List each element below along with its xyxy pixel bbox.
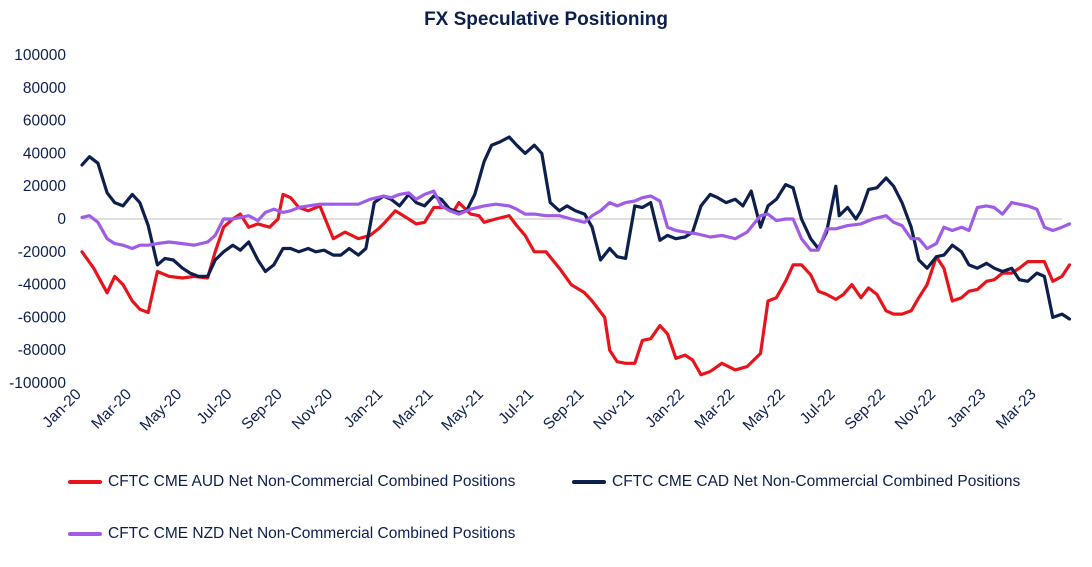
chart-title: FX Speculative Positioning	[424, 9, 668, 30]
legend-swatch	[68, 480, 102, 484]
x-tick-label: May-20	[137, 386, 186, 435]
x-tick-label: Jul-22	[797, 386, 839, 428]
x-tick-label: Nov-22	[892, 386, 939, 433]
y-tick-label: 40000	[23, 145, 66, 162]
y-tick-label: -40000	[18, 277, 67, 294]
x-tick-label: Mar-23	[993, 386, 1040, 433]
y-tick-label: -60000	[18, 309, 67, 326]
y-tick-label: -20000	[18, 244, 67, 261]
x-tick-label: Mar-20	[88, 386, 135, 433]
x-tick-label: Mar-21	[390, 386, 437, 433]
x-tick-label: Jan-23	[944, 386, 990, 432]
x-tick-label: Jan-21	[341, 386, 387, 432]
y-tick-label: 20000	[23, 178, 66, 195]
legend-swatch	[572, 480, 606, 484]
y-tick-label: 80000	[23, 80, 66, 97]
x-tick-label: Sep-22	[842, 386, 889, 433]
x-tick-label: Jan-20	[39, 386, 85, 432]
x-tick-label: Jul-20	[194, 386, 236, 428]
legend-item: CFTC CME CAD Net Non-Commercial Combined…	[572, 473, 1020, 491]
legend-swatch	[68, 532, 102, 536]
series-line-1	[80, 135, 1072, 321]
x-tick-label: Nov-21	[590, 386, 637, 433]
y-axis-ticks: 100000 80000 60000 40000 20000 0 -20000 -40000 -…	[9, 47, 66, 392]
x-tick-label: Sep-21	[540, 386, 587, 433]
legend-label: CFTC CME AUD Net Non-Commercial Combined…	[108, 473, 516, 490]
series-line-0	[80, 192, 1072, 377]
x-tick-label: Sep-20	[238, 386, 286, 434]
x-tick-label: Jul-21	[495, 386, 537, 428]
x-tick-label: May-22	[740, 386, 789, 435]
y-tick-label: 100000	[14, 47, 66, 64]
x-tick-label: Jan-22	[642, 386, 688, 432]
y-tick-label: -100000	[9, 375, 66, 392]
legend-item: CFTC CME NZD Net Non-Commercial Combined…	[68, 525, 515, 543]
x-axis-ticks: Jan-20 Mar-20 May-20 Jul-20 Sep-20 Nov-20 Jan-…	[39, 386, 1039, 435]
legend-item: CFTC CME AUD Net Non-Commercial Combined…	[68, 473, 515, 491]
x-tick-label: Nov-20	[289, 386, 337, 434]
legend-label: CFTC CME CAD Net Non-Commercial Combined…	[612, 473, 1021, 490]
y-tick-label: -80000	[18, 342, 67, 359]
series-lines	[80, 135, 1072, 377]
x-tick-label: May-21	[438, 386, 487, 435]
legend-label: CFTC CME NZD Net Non-Commercial Combined…	[108, 525, 516, 542]
x-tick-label: Mar-22	[691, 386, 738, 433]
series-line-2	[80, 189, 1072, 252]
y-tick-label: 60000	[23, 113, 66, 130]
y-tick-label: 0	[57, 211, 66, 228]
